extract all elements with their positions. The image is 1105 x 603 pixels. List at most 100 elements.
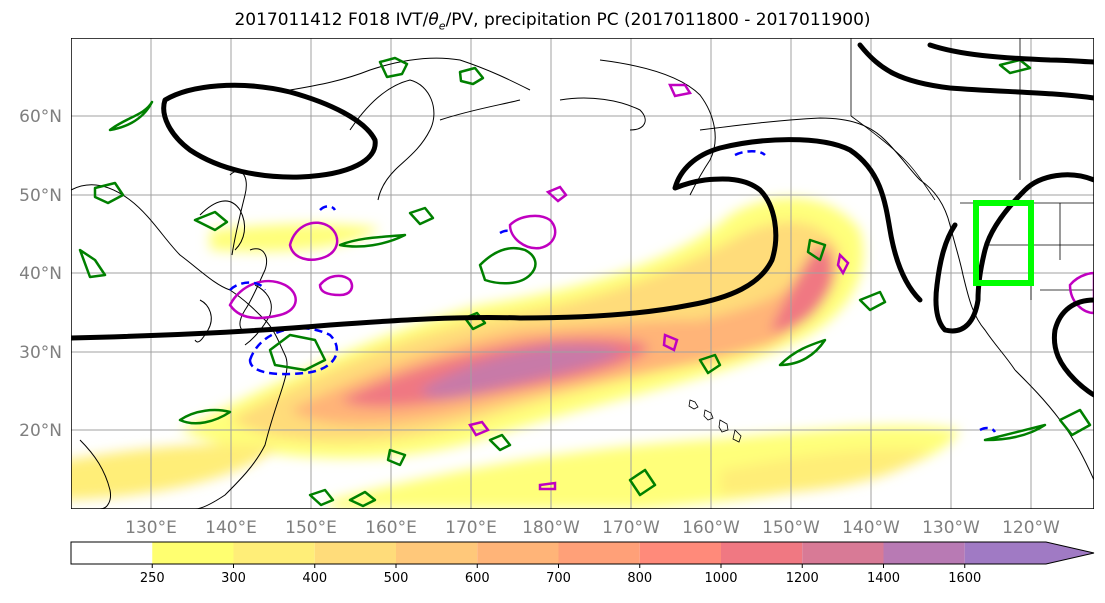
theta-e-contour	[1058, 408, 1092, 437]
theta-e-contour	[78, 248, 107, 279]
theta-e-contour	[408, 206, 435, 226]
colorbar-segment	[152, 542, 234, 564]
coast-aleutian-east	[559, 97, 646, 131]
ivt-contour-east	[1051, 297, 1094, 398]
colorbar-tick-label: 1400	[867, 571, 900, 586]
colorbar-tick-label: 300	[221, 571, 246, 586]
lat-label-20n: 20°N	[19, 421, 62, 441]
pv-contour	[662, 333, 679, 352]
colorbar-segment	[314, 542, 396, 564]
pv-positive-contours	[228, 83, 1094, 491]
lon-label-160e: 160°E	[365, 518, 417, 538]
theta-e-contour	[463, 311, 487, 331]
pv-contour	[318, 274, 354, 297]
colorbar-outline	[70, 541, 1095, 565]
coast-bering	[439, 99, 521, 121]
colorbar-segment	[477, 542, 559, 564]
pv-contour	[545, 185, 568, 203]
colorbar-tick-label: 500	[384, 571, 409, 586]
lon-label-170e: 170°E	[445, 518, 497, 538]
theta-e-contour	[338, 233, 407, 248]
graticule	[71, 38, 1094, 509]
ivt-southern-core	[720, 448, 930, 495]
colorbar-segments	[71, 542, 1094, 564]
ivt-jet-exit-core	[770, 249, 835, 331]
island-hawaii-2	[703, 409, 714, 421]
title-suffix: /PV, precipitation PC (2017011800 - 2017…	[445, 10, 871, 30]
coast-pacific-northwest	[919, 179, 1016, 371]
colorbar-tick-label: 1000	[704, 571, 737, 586]
pv-contour	[468, 420, 490, 437]
colorbar-segment	[964, 542, 1094, 564]
lat-label-40n: 40°N	[19, 264, 62, 284]
theta-subscript: e	[438, 19, 446, 33]
region-of-interest-box	[973, 200, 1034, 286]
colorbar-segment	[71, 542, 153, 564]
colorbar-tick-label: 1200	[786, 571, 819, 586]
lon-label-120w: 120°W	[1002, 518, 1060, 538]
colorbar-segment	[802, 542, 884, 564]
ivt-contour-north-canada	[927, 42, 1094, 65]
lon-label-180w: 180°W	[522, 518, 580, 538]
lon-label-150e: 150°E	[285, 518, 337, 538]
island-hawaii-1	[688, 399, 699, 410]
theta-e-contour	[628, 468, 657, 497]
theta-e-contour	[698, 353, 722, 375]
ivt-contour-closed-north	[161, 82, 378, 180]
ivt-1400-band	[420, 345, 621, 398]
theta-e-contour	[268, 333, 327, 372]
lon-label-160w: 160°W	[682, 518, 740, 538]
border-bc-alaska	[850, 115, 936, 201]
island-hawaii-4	[732, 429, 742, 443]
coast-okhotsk	[199, 200, 246, 251]
pv-negative-contour	[499, 229, 514, 235]
theta-e-contour	[778, 338, 827, 367]
theta-e-contour	[193, 210, 229, 232]
coast-japan-north	[239, 248, 267, 331]
pv-contour	[538, 481, 557, 491]
coast-siberia-east	[289, 57, 531, 91]
theta-e-contour	[348, 490, 377, 508]
pv-contour	[1068, 271, 1094, 315]
theta-e-contour	[93, 181, 125, 205]
colorbar-ticks: 250 300 400 500 600 700 800 1000 1200 1400 1600	[140, 564, 981, 586]
lon-label-150w: 150°W	[762, 518, 820, 538]
island-hawaii-3	[718, 419, 729, 433]
theta-e-contour	[108, 100, 154, 132]
lat-label-50n: 50°N	[19, 186, 62, 206]
coast-asia-mainland	[71, 184, 288, 509]
theta-e-contour	[998, 58, 1032, 75]
theta-e-contours	[78, 56, 1092, 508]
map-panel	[71, 38, 1094, 509]
longitude-labels: 130°E 140°E 150°E 160°E 170°E 180°W 170°…	[125, 518, 1060, 538]
pv-negative-contour	[734, 150, 766, 157]
theta-e-contour	[488, 433, 512, 452]
colorbar-segment	[396, 542, 478, 564]
lat-label-60n: 60°N	[19, 107, 62, 127]
coast-korea	[194, 299, 212, 343]
theta-e-contour	[308, 488, 335, 507]
theta-symbol: θ	[428, 10, 439, 30]
ivt-contour-alaska	[857, 42, 1094, 101]
pv-negative-contour	[319, 205, 337, 211]
title-prefix: 2017011412 F018 IVT/	[234, 10, 429, 30]
colorbar-segment	[721, 542, 803, 564]
theta-e-contour	[806, 238, 827, 262]
pv-negative-contour	[979, 426, 997, 433]
lon-label-130e: 130°E	[125, 518, 177, 538]
pv-contour	[508, 214, 557, 250]
latitude-labels: 60°N 50°N 40°N 30°N 20°N	[19, 107, 62, 441]
ivt-lower-left	[71, 443, 280, 500]
lon-label-140e: 140°E	[205, 518, 257, 538]
colorbar-segment	[558, 542, 640, 564]
colorbar: 250 300 400 500 600 700 800 1000 1200 1400 1600	[70, 541, 1095, 586]
colorbar-tick-label: 600	[465, 571, 490, 586]
ivt-shading	[71, 197, 960, 509]
colorbar-tick-label: 250	[140, 571, 165, 586]
theta-e-contour	[386, 448, 407, 467]
theta-e-contour	[478, 246, 537, 285]
colorbar-tick-label: 800	[627, 571, 652, 586]
small-islands	[688, 399, 742, 443]
theta-e-contour	[983, 423, 1047, 442]
pv-contour	[228, 279, 297, 320]
